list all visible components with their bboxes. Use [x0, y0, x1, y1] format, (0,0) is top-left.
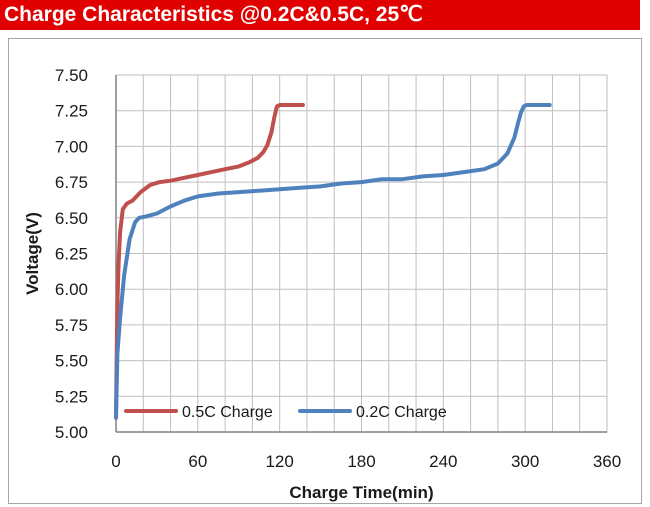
y-tick-label: 5.00 — [55, 423, 88, 442]
series-line-0-2c-charge — [114, 103, 552, 420]
x-tick-label: 60 — [188, 452, 207, 471]
legend-label-0-5c-charge: 0.5C Charge — [182, 404, 273, 421]
series-line-0-5c-charge — [114, 103, 305, 420]
x-tick-label: 180 — [347, 452, 375, 471]
y-tick-label: 5.50 — [55, 352, 88, 371]
x-tick-label: 120 — [265, 452, 293, 471]
y-tick-label: 5.75 — [55, 316, 88, 335]
y-tick-label: 6.25 — [55, 245, 88, 264]
x-tick-label: 300 — [511, 452, 539, 471]
y-tick-label: 5.25 — [55, 387, 88, 406]
y-tick-label: 7.00 — [55, 137, 88, 156]
y-tick-label: 7.50 — [55, 66, 88, 85]
y-axis-title: Voltage(V) — [23, 212, 42, 295]
x-tick-label: 240 — [429, 452, 457, 471]
y-tick-label: 6.50 — [55, 209, 88, 228]
x-tick-label: 0 — [111, 452, 120, 471]
legend-label-0-2c-charge: 0.2C Charge — [356, 404, 447, 421]
chart-title: Charge Characteristics @0.2C&0.5C, 25℃ — [0, 0, 640, 30]
y-tick-label: 6.75 — [55, 173, 88, 192]
x-tick-label: 360 — [593, 452, 621, 471]
y-tick-label: 6.00 — [55, 280, 88, 299]
x-axis-title: Charge Time(min) — [289, 483, 433, 502]
y-tick-label: 7.25 — [55, 102, 88, 121]
